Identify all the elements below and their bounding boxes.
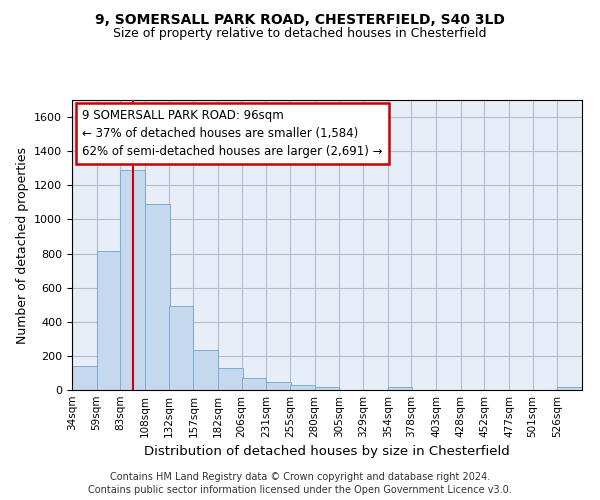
Text: Contains HM Land Registry data © Crown copyright and database right 2024.: Contains HM Land Registry data © Crown c…: [110, 472, 490, 482]
Bar: [193, 350, 218, 390]
Bar: [266, 382, 291, 390]
Bar: [97, 251, 121, 390]
Text: Size of property relative to detached houses in Chesterfield: Size of property relative to detached ho…: [113, 28, 487, 40]
Bar: [121, 170, 145, 390]
Text: 9 SOMERSALL PARK ROAD: 96sqm
← 37% of detached houses are smaller (1,584)
62% of: 9 SOMERSALL PARK ROAD: 96sqm ← 37% of de…: [82, 108, 383, 158]
Bar: [314, 387, 340, 390]
Bar: [218, 368, 242, 390]
Bar: [557, 388, 582, 390]
Text: Contains public sector information licensed under the Open Government Licence v3: Contains public sector information licen…: [88, 485, 512, 495]
Text: 9, SOMERSALL PARK ROAD, CHESTERFIELD, S40 3LD: 9, SOMERSALL PARK ROAD, CHESTERFIELD, S4…: [95, 12, 505, 26]
Bar: [290, 385, 314, 390]
Bar: [242, 378, 266, 390]
Bar: [72, 366, 97, 390]
Bar: [169, 306, 193, 390]
X-axis label: Distribution of detached houses by size in Chesterfield: Distribution of detached houses by size …: [144, 446, 510, 458]
Bar: [145, 204, 170, 390]
Y-axis label: Number of detached properties: Number of detached properties: [16, 146, 29, 344]
Bar: [388, 388, 412, 390]
